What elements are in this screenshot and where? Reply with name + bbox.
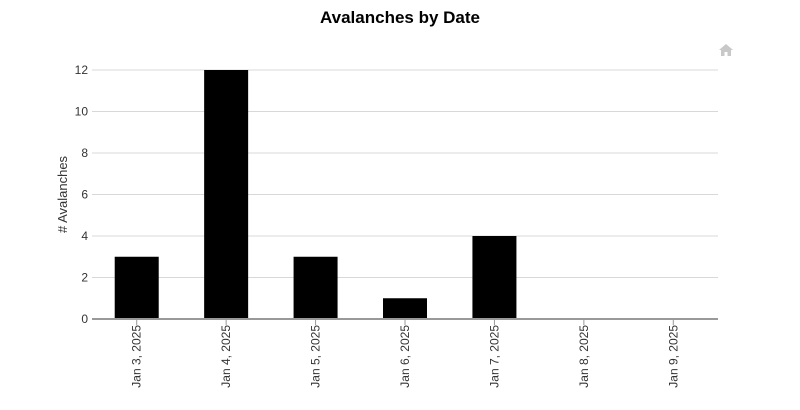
x-tick-label: Jan 5, 2025 [309,325,323,388]
x-tick-label: Jan 7, 2025 [487,325,501,388]
bar [383,298,427,319]
y-tick-label: 8 [81,146,88,160]
y-tick-label: 6 [81,188,88,202]
x-tick-label: Jan 8, 2025 [577,325,591,388]
x-tick-label: Jan 6, 2025 [398,325,412,388]
chart-title: Avalanches by Date [320,8,480,27]
bar [114,256,159,319]
bar [204,70,249,319]
y-axis-label: # Avalanches [55,155,70,233]
x-tick-label: Jan 3, 2025 [130,325,144,388]
y-tick-label: 4 [81,229,88,243]
x-tick-label: Jan 9, 2025 [666,325,680,388]
x-tick-label: Jan 4, 2025 [219,325,233,388]
y-tick-label: 2 [81,271,88,285]
y-tick-label: 10 [75,105,89,119]
bar [472,236,517,319]
home-icon[interactable] [719,44,733,56]
y-tick-label: 0 [81,312,88,326]
bar [293,256,338,319]
y-tick-label: 12 [75,63,89,77]
